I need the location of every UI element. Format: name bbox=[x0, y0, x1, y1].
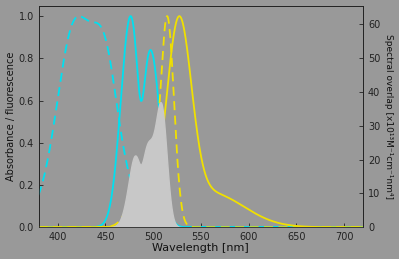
Y-axis label: Spectral overlap [x10¹³M⁻¹cm⁻¹nm⁴]: Spectral overlap [x10¹³M⁻¹cm⁻¹nm⁴] bbox=[385, 34, 393, 199]
Y-axis label: Absorbance / fluorescence: Absorbance / fluorescence bbox=[6, 52, 16, 181]
X-axis label: Wavelength [nm]: Wavelength [nm] bbox=[152, 243, 249, 254]
